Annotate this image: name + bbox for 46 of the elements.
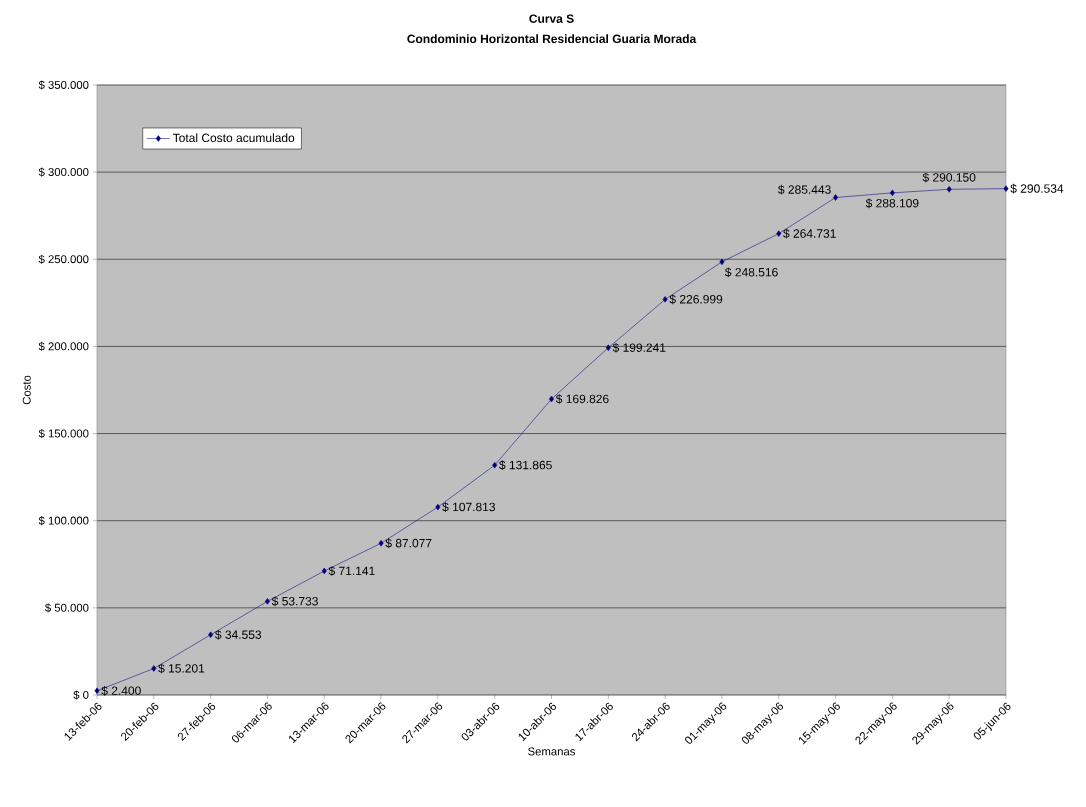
point [492, 461, 498, 469]
data-label: $ 53.733 [271, 596, 318, 607]
y-tick-label: $ 150.000 [38, 428, 89, 439]
chart-title: Curva S [529, 14, 574, 23]
data-label: $ 2.400 [101, 685, 141, 696]
y-tick-label: $ 350.000 [38, 80, 89, 90]
point [1003, 185, 1009, 192]
y-tick-label: $ 200.000 [38, 341, 89, 352]
data-label: $ 15.201 [158, 663, 205, 674]
data-label: $ 169.826 [555, 394, 609, 404]
point [776, 230, 782, 237]
data-label: $ 290.150 [922, 172, 976, 183]
data-label: $ 285.443 [778, 184, 831, 195]
point [719, 258, 725, 266]
data-label: $ 199.241 [612, 342, 666, 353]
point [378, 540, 384, 547]
point [264, 598, 270, 605]
point [208, 631, 214, 638]
data-label: $ 288.109 [865, 198, 919, 209]
point [946, 186, 952, 193]
point [321, 567, 327, 575]
point [833, 194, 839, 201]
data-label: $ 87.077 [385, 538, 432, 549]
y-tick-label: $ 50.000 [44, 603, 89, 613]
y-tick-label: $ 100.000 [38, 516, 89, 526]
data-label: $ 71.141 [328, 566, 375, 576]
data-label: $ 264.731 [783, 228, 836, 239]
point [662, 296, 668, 303]
point [889, 189, 895, 197]
y-tick-label: $ 250.000 [38, 254, 89, 264]
y-tick-label: $ 0 [73, 690, 89, 700]
data-label: $ 34.553 [215, 629, 262, 640]
point [94, 687, 100, 695]
chart-subtitle: Condominio Horizontal Residencial Guaria Morada [407, 34, 697, 44]
data-label: $ 131.865 [499, 460, 552, 471]
x-axis-title: Semanas [528, 747, 576, 756]
y-tick-label: $ 300.000 [38, 167, 89, 177]
point [435, 503, 441, 511]
data-label: $ 290.534 [1010, 183, 1064, 194]
point [151, 665, 157, 672]
y-axis-title: Costo [22, 375, 31, 405]
data-label: $ 248.516 [725, 267, 778, 278]
legend-label: Total Costo acumulado [172, 133, 295, 143]
data-label: $ 107.813 [442, 502, 495, 512]
data-label: $ 226.999 [669, 294, 723, 305]
point [605, 344, 611, 351]
